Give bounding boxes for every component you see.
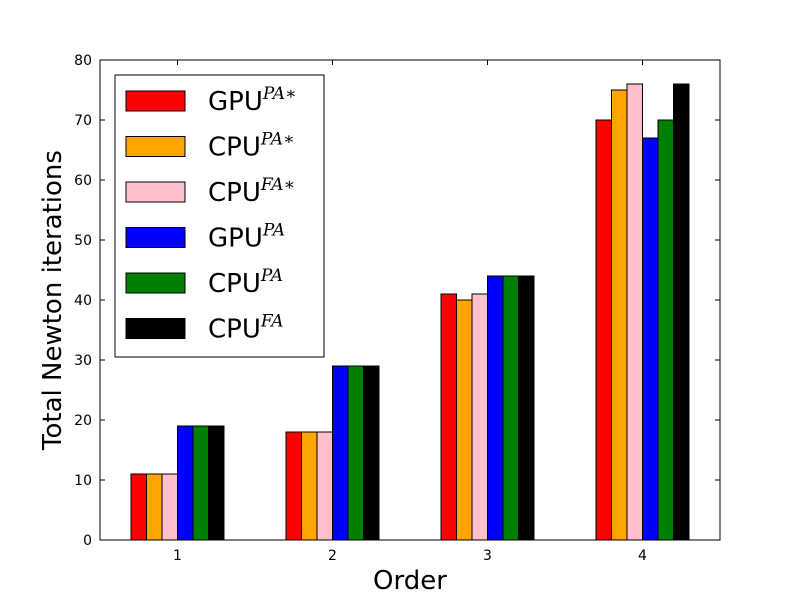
legend-label: CPUPA∗	[208, 130, 295, 163]
legend-label-name: CPU	[208, 133, 261, 163]
legend-label-name: CPU	[208, 315, 261, 345]
bar-6-1	[208, 425, 225, 541]
bar-2-3	[456, 299, 473, 541]
bar-5-4	[657, 119, 674, 541]
y-tick-label: 60	[74, 173, 92, 189]
y-tick-label: 30	[74, 353, 92, 369]
bar-1-3	[440, 293, 457, 541]
legend-label: GPUPA	[208, 221, 285, 254]
legend-label-superscript: PA	[260, 266, 283, 286]
y-axis: 0 10 20 30 40 50 60 70 80	[74, 53, 720, 549]
legend-label-superscript: PA	[262, 221, 285, 241]
x-tick-label: 1	[173, 548, 182, 564]
x-tick-label: 4	[638, 548, 647, 564]
bar-4-4	[642, 137, 659, 541]
bar-3-3	[471, 293, 488, 541]
bar-3-1	[161, 473, 178, 541]
y-tick-label: 0	[83, 533, 92, 549]
x-axis-label: Order	[373, 566, 447, 596]
y-axis-label: Total Newton iterations	[38, 150, 68, 451]
y-tick-label: 70	[74, 113, 92, 129]
x-axis: 1 2 3 4	[173, 60, 647, 564]
legend-swatch	[125, 90, 186, 112]
legend-label-name: CPU	[208, 269, 261, 299]
x-tick-label: 3	[483, 548, 492, 564]
y-tick-label: 50	[74, 233, 92, 249]
legend-swatch	[125, 181, 186, 203]
legend-label: CPUFA∗	[208, 175, 295, 208]
legend-swatch	[125, 227, 186, 248]
legend-label-superscript: PA∗	[262, 84, 297, 104]
legend-label: GPUPA∗	[208, 84, 297, 117]
bar-4-2	[332, 365, 349, 541]
y-tick-label: 20	[74, 413, 92, 429]
bar-4-3	[487, 275, 504, 541]
bar-1-1	[130, 473, 147, 541]
bar-5-3	[502, 275, 519, 541]
legend-label-name: CPU	[208, 178, 261, 208]
bar-3-4	[626, 83, 643, 541]
legend-label-superscript: PA∗	[260, 130, 295, 150]
legend-frame	[114, 74, 325, 358]
bar-4-1	[177, 425, 194, 541]
bar-5-1	[192, 425, 209, 541]
legend-label-name: GPU	[208, 224, 263, 254]
bar-1-2	[285, 431, 302, 541]
legend-label-superscript: FA∗	[260, 175, 295, 195]
bar-5-2	[347, 365, 364, 541]
bar-6-4	[673, 83, 690, 541]
bar-2-2	[301, 431, 318, 541]
bar-6-2	[363, 365, 380, 541]
y-tick-label: 40	[74, 293, 92, 309]
legend-swatch	[125, 136, 186, 157]
y-tick-label: 10	[74, 473, 92, 489]
bar-1-4	[595, 119, 612, 541]
bar-2-4	[611, 89, 628, 541]
bar-3-2	[316, 431, 333, 541]
x-tick-label: 2	[328, 548, 337, 564]
bars-layer	[130, 83, 690, 541]
legend-swatch	[125, 318, 186, 339]
legend-label: CPUPA	[208, 266, 283, 299]
legend-label-name: GPU	[208, 87, 263, 117]
y-tick-label: 80	[74, 53, 92, 69]
bar-2-1	[146, 473, 163, 541]
legend-swatch	[125, 272, 186, 294]
bar-6-3	[518, 275, 535, 541]
legend-label: CPUFA	[208, 312, 283, 345]
legend-label-superscript: FA	[260, 312, 284, 332]
